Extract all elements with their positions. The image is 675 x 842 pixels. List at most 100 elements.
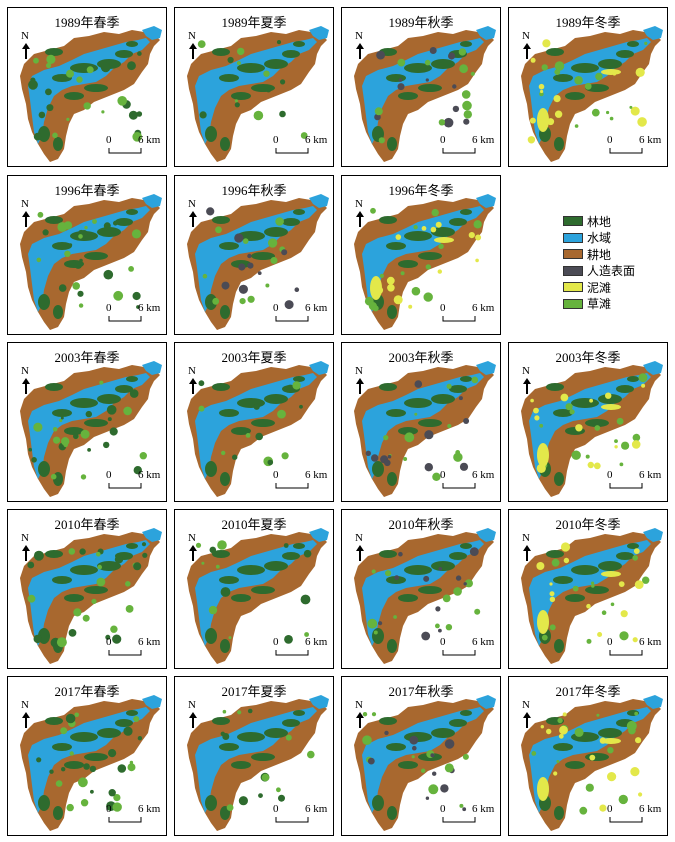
north-arrow-icon: N [20,198,32,228]
scale-start-label: 0 [440,803,446,815]
north-arrow-icon: N [20,365,32,395]
land-cover-map [181,24,331,164]
land-cover-map [14,24,164,164]
scale-start-label: 0 [607,636,613,648]
scale-bar: 0 6 km [273,302,333,330]
north-label: N [21,198,29,210]
north-arrow-icon: N [187,198,199,228]
north-arrow-icon: N [187,699,199,729]
scale-start-label: 0 [106,803,112,815]
map-panel: 2017年冬季 N 0 6 km [508,676,668,836]
scale-bar: 0 6 km [273,134,333,162]
north-arrow-icon: N [354,198,366,228]
panel-title: 2017年秋季 [388,684,454,699]
scale-end-label: 6 km [472,302,495,314]
panel-title: 2010年夏季 [221,517,287,532]
legend-item-water: 水域 [563,230,673,247]
scale-end-label: 6 km [639,134,662,146]
scale-end-label: 6 km [305,302,328,314]
map-panel: 1996年春季 N 0 6 km [7,175,167,335]
scale-bar: 0 6 km [440,469,500,497]
north-label: N [188,699,196,711]
scale-bar: 0 6 km [273,636,333,664]
legend-swatch [563,265,583,276]
map-panel: 2003年春季 N 0 6 km [7,342,167,502]
scale-start-label: 0 [607,134,613,146]
panel-title: 2017年冬季 [555,684,621,699]
north-label: N [188,30,196,42]
scale-start-label: 0 [106,636,112,648]
land-cover-map [515,526,665,666]
panel-title: 2017年夏季 [221,684,287,699]
north-arrow-icon: N [187,365,199,395]
legend-item-artificial-surface: 人造表面 [563,263,673,280]
scale-end-label: 6 km [639,636,662,648]
scale-bar: 0 6 km [106,134,166,162]
map-panel: 1996年冬季 N 0 6 km [341,175,501,335]
legend-label: 草滩 [587,297,612,312]
scale-bar: 0 6 km [273,803,333,831]
scale-start-label: 0 [440,636,446,648]
legend-item-mudflat: 泥滩 [563,279,673,296]
north-arrow-icon: N [20,699,32,729]
land-cover-map [348,693,498,833]
scale-end-label: 6 km [305,134,328,146]
scale-end-label: 6 km [138,469,161,481]
legend-swatch [563,216,583,227]
panel-title: 1989年春季 [54,15,120,30]
land-cover-map [181,192,331,332]
north-label: N [522,365,530,377]
scale-bar: 0 6 km [106,469,166,497]
land-cover-map [348,526,498,666]
scale-end-label: 6 km [472,134,495,146]
north-label: N [355,365,363,377]
map-panel: 2017年秋季 N 0 6 km [341,676,501,836]
north-arrow-icon: N [521,699,533,729]
map-panel: 1989年秋季 N 0 6 km [341,7,501,167]
scale-bar: 0 6 km [440,134,500,162]
land-cover-map [515,24,665,164]
north-label: N [21,365,29,377]
scale-end-label: 6 km [639,803,662,815]
panel-title: 1989年冬季 [555,15,621,30]
land-cover-map [348,192,498,332]
scale-bar: 0 6 km [440,636,500,664]
scale-start-label: 0 [607,469,613,481]
scale-end-label: 6 km [639,469,662,481]
panel-title: 1996年冬季 [388,183,454,198]
map-panel: 1996年秋季 N 0 6 km [174,175,334,335]
north-label: N [21,699,29,711]
legend: 林地 水域 耕地 人造表面 泥滩 草滩 [563,213,673,312]
map-panel: 2010年夏季 N 0 6 km [174,509,334,669]
panel-title: 1989年夏季 [221,15,287,30]
scale-end-label: 6 km [138,134,161,146]
scale-start-label: 0 [106,302,112,314]
map-panel: 1989年冬季 N 0 6 km [508,7,668,167]
land-cover-map [348,24,498,164]
map-panel: 1989年夏季 N 0 6 km [174,7,334,167]
north-arrow-icon: N [187,532,199,562]
scale-bar: 0 6 km [440,302,500,330]
scale-end-label: 6 km [305,469,328,481]
legend-item-cropland: 耕地 [563,246,673,263]
legend-swatch [563,282,583,293]
scale-end-label: 6 km [305,803,328,815]
map-panel: 1989年春季 N 0 6 km [7,7,167,167]
north-label: N [188,198,196,210]
land-cover-map [515,693,665,833]
panel-title: 2010年冬季 [555,517,621,532]
north-label: N [355,532,363,544]
north-arrow-icon: N [354,699,366,729]
legend-label: 林地 [587,214,612,229]
north-label: N [188,532,196,544]
scale-bar: 0 6 km [607,803,667,831]
north-label: N [522,30,530,42]
scale-end-label: 6 km [138,302,161,314]
scale-bar: 0 6 km [607,134,667,162]
panel-title: 1989年秋季 [388,15,454,30]
scale-end-label: 6 km [138,636,161,648]
north-arrow-icon: N [521,30,533,60]
scale-end-label: 6 km [472,469,495,481]
map-panel: 2010年冬季 N 0 6 km [508,509,668,669]
scale-bar: 0 6 km [440,803,500,831]
